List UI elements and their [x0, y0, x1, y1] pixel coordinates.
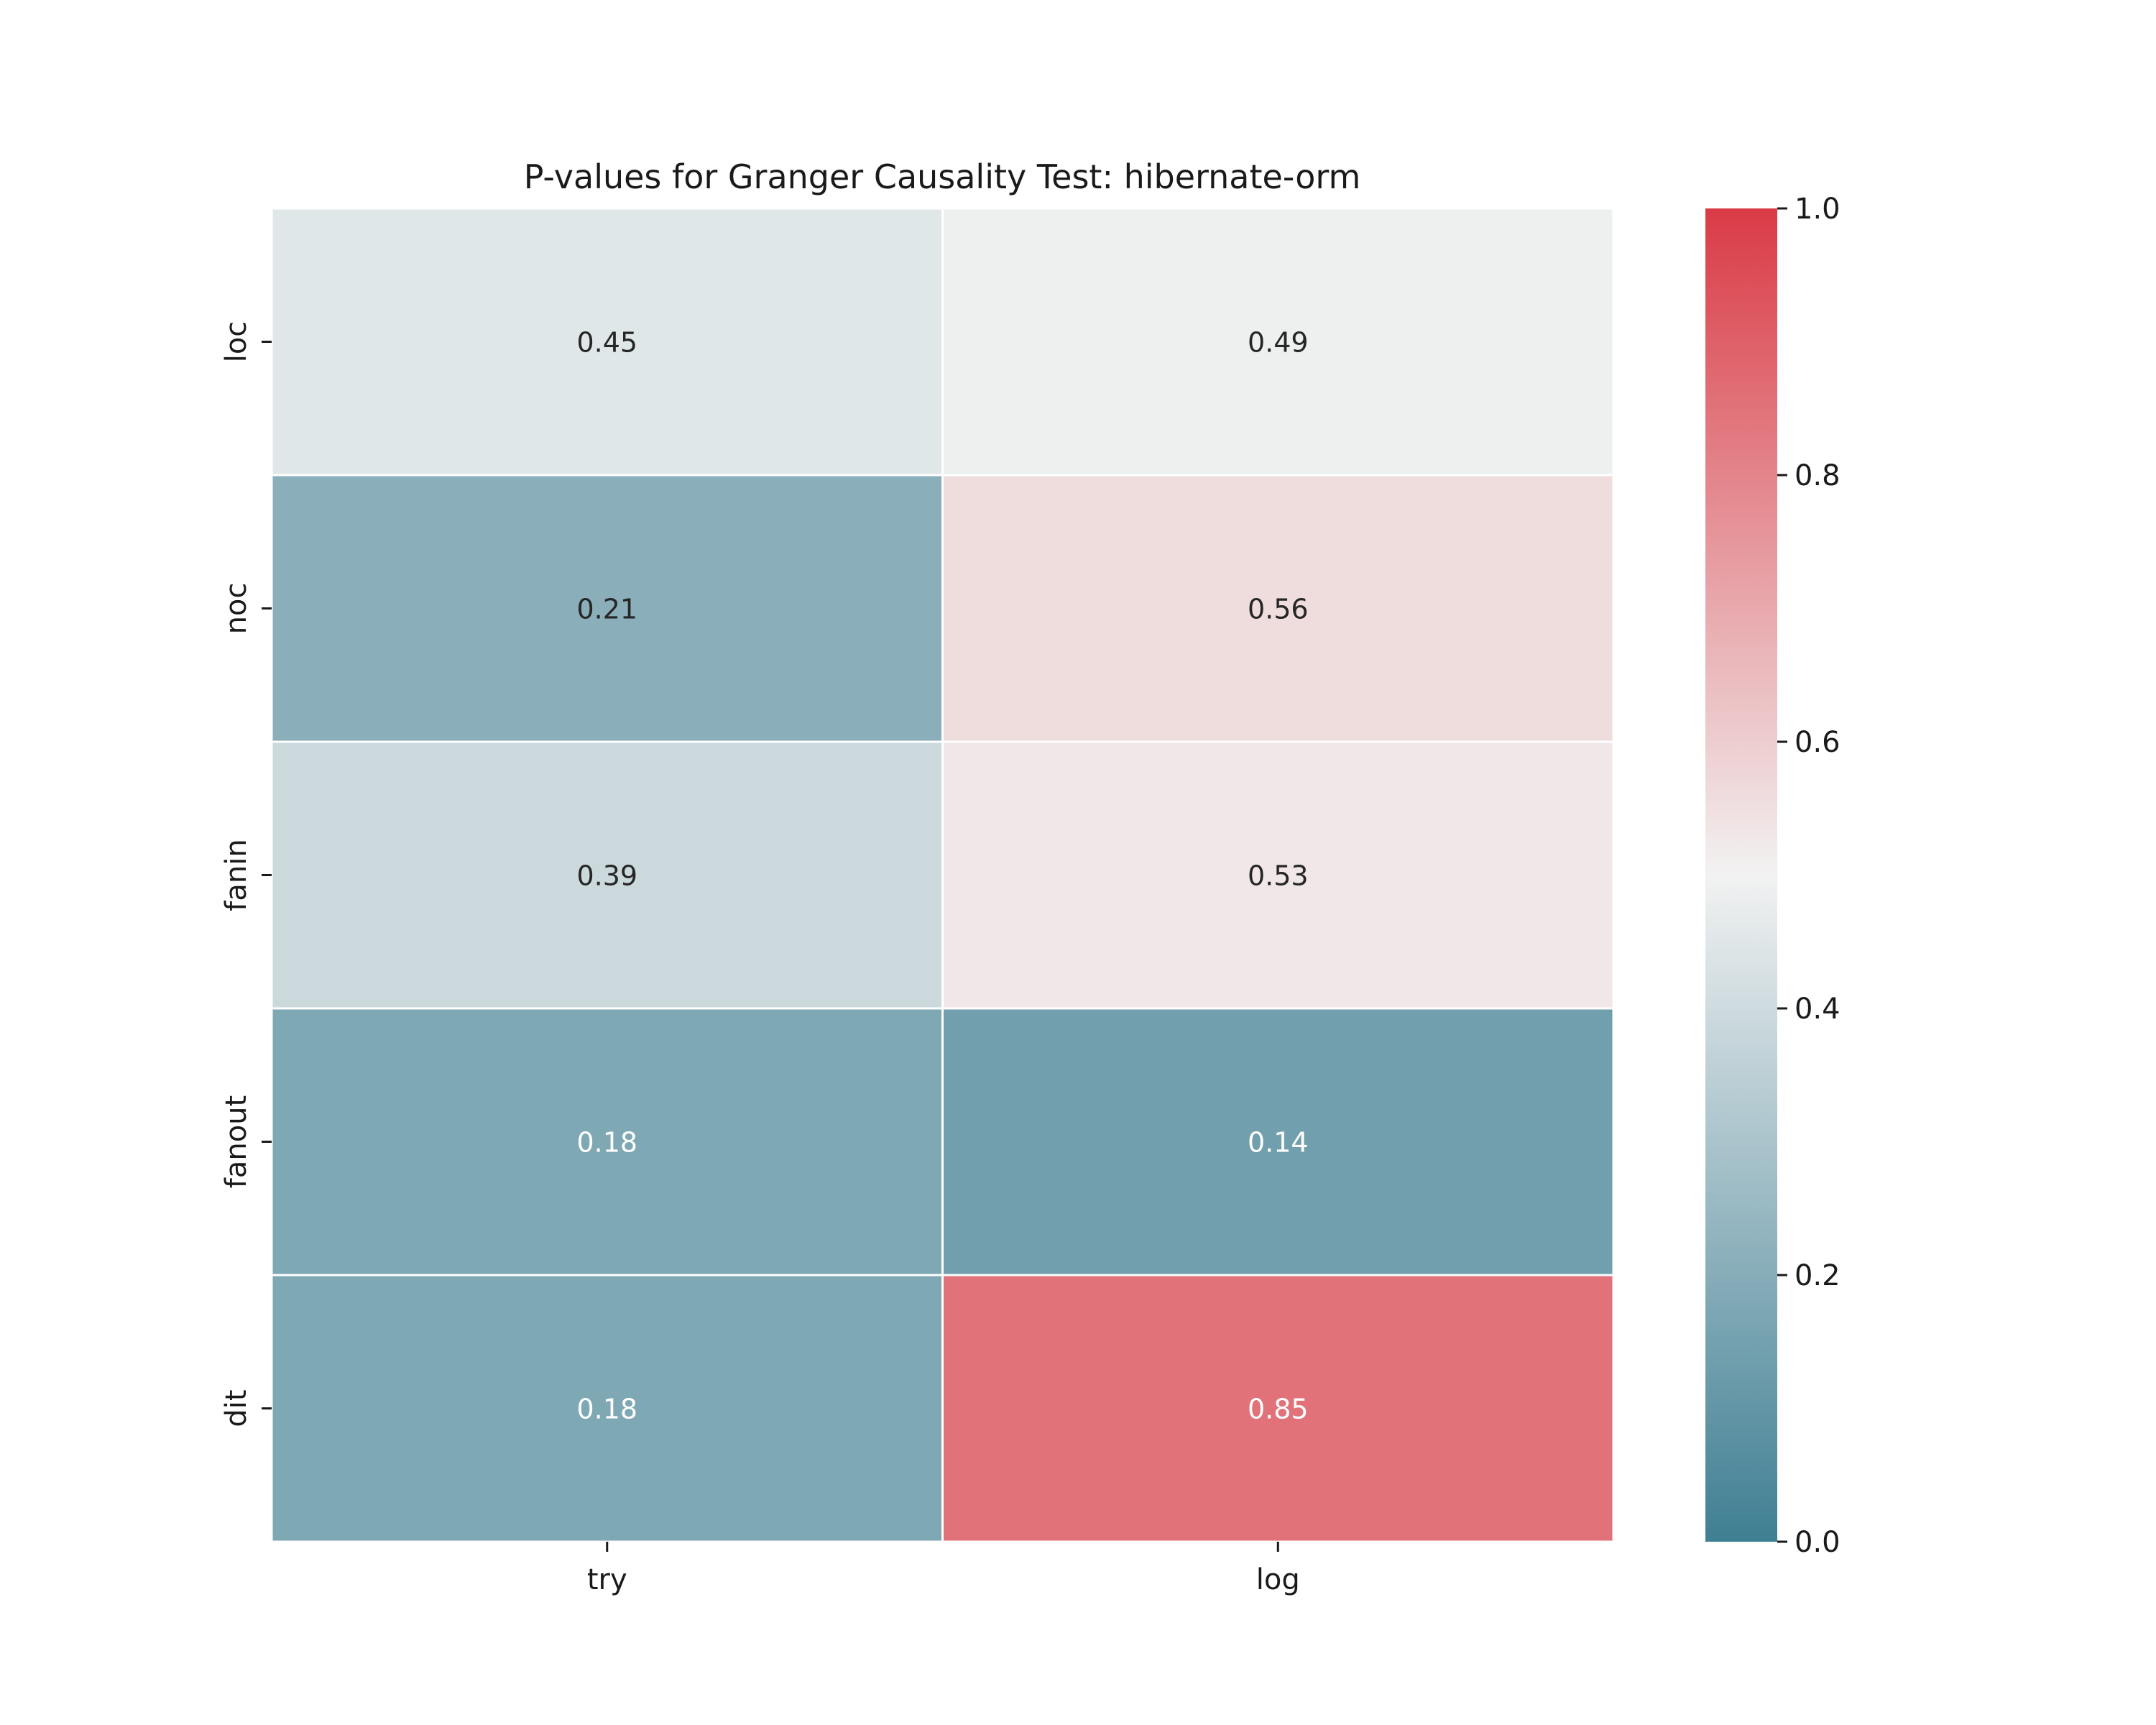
y-tick-label: fanin	[220, 839, 253, 911]
y-tick-label: noc	[220, 583, 253, 635]
y-tick-label: dit	[220, 1389, 253, 1427]
x-axis: try log	[587, 1542, 1300, 1596]
colorbar-tick-label: 0.2	[1795, 1259, 1841, 1292]
y-axis: loc noc fanin fanout dit	[220, 321, 272, 1427]
heatmap-cell-labels: 0.45 0.49 0.21 0.56 0.39 0.53 0.18 0.14 0.18 0.85	[576, 327, 1308, 1425]
cell-value-label: 0.56	[1248, 594, 1309, 625]
heatmap-cell-fanin-try	[270, 740, 944, 1010]
heatmap-cell-fanout-try	[270, 1007, 944, 1276]
cell-value-label: 0.21	[576, 594, 637, 625]
x-tick-label: try	[587, 1563, 627, 1596]
colorbar-tick-label: 0.6	[1795, 726, 1841, 759]
heatmap-cell-dit-log	[941, 1274, 1615, 1543]
colorbar-tick-label: 0.4	[1795, 993, 1841, 1026]
cell-value-label: 0.85	[1248, 1394, 1309, 1425]
heatmap-cell-fanout-log	[941, 1007, 1615, 1276]
cell-value-label: 0.14	[1248, 1127, 1309, 1159]
cell-value-label: 0.45	[576, 327, 637, 359]
cell-value-label: 0.18	[576, 1127, 637, 1159]
heatmap-cell-noc-log	[941, 474, 1615, 743]
heatmap-cell-loc-try	[270, 207, 944, 477]
heatmap-cells	[270, 207, 1615, 1543]
colorbar-gradient	[1705, 208, 1777, 1542]
colorbar-tick-label: 0.8	[1795, 459, 1841, 492]
heatmap-cell-noc-try	[270, 474, 944, 743]
cell-value-label: 0.18	[576, 1394, 637, 1425]
chart-title: P-values for Granger Causality Test: hib…	[524, 157, 1361, 196]
colorbar: 0.0 0.2 0.4 0.6 0.8 1.0	[1705, 193, 1841, 1559]
colorbar-ticks: 0.0 0.2 0.4 0.6 0.8 1.0	[1777, 193, 1841, 1559]
heatmap-cell-fanin-log	[941, 740, 1615, 1010]
y-tick-label: fanout	[220, 1095, 253, 1188]
colorbar-tick-label: 1.0	[1795, 193, 1841, 226]
cell-value-label: 0.53	[1248, 860, 1309, 892]
x-tick-label: log	[1256, 1563, 1300, 1596]
heatmap-cell-loc-log	[941, 207, 1615, 477]
colorbar-tick-label: 0.0	[1795, 1526, 1841, 1559]
y-tick-label: loc	[220, 321, 253, 363]
cell-value-label: 0.49	[1248, 327, 1309, 359]
cell-value-label: 0.39	[576, 860, 637, 892]
